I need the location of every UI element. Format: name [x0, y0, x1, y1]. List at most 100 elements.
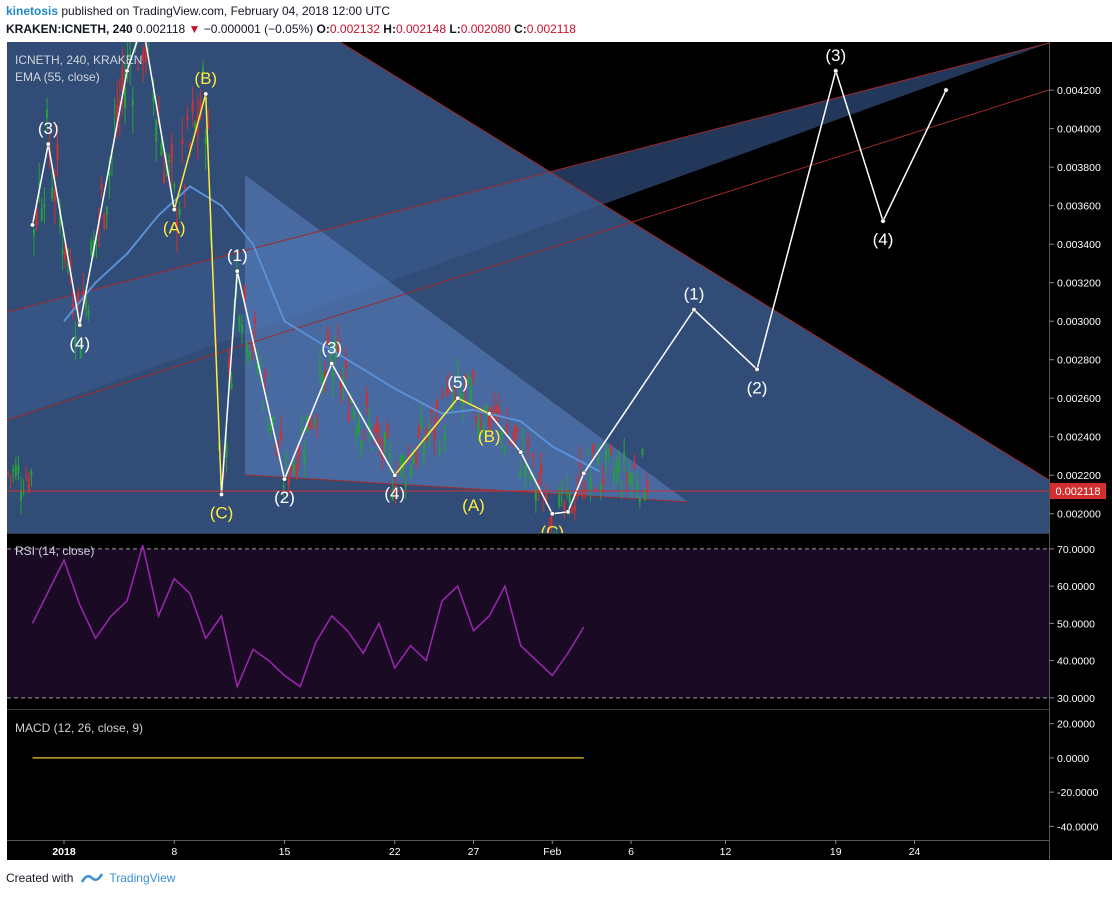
wave-label: (3): [321, 339, 342, 358]
candle-body: [542, 509, 545, 511]
candle-body: [547, 528, 550, 531]
candle-body: [186, 115, 189, 121]
macd-y-axis[interactable]: 20.0000 0.0000 -20.0000 -40.0000: [1049, 719, 1099, 834]
wave-point: [282, 476, 287, 482]
candle-body: [386, 424, 389, 438]
price-change: −0.000001 (−0.05%): [203, 22, 314, 36]
candle-body: [334, 341, 337, 359]
rsi-axis-label: 30.0000: [1057, 693, 1095, 705]
candle-body: [14, 465, 17, 477]
candle-body: [225, 443, 228, 458]
candle-body: [230, 382, 233, 389]
candle-body: [433, 427, 436, 440]
low-label: L:: [449, 22, 461, 36]
candle-body: [241, 324, 243, 333]
candle-body: [100, 183, 103, 190]
candle-body: [399, 456, 402, 466]
candle-body: [625, 477, 628, 479]
x-axis-label: 22: [389, 846, 401, 858]
candle-body: [495, 405, 498, 411]
chart-title: ICNETH, 240, KRAKEN: [15, 53, 142, 67]
low-value: 0.002080: [460, 22, 511, 36]
candle-body: [508, 442, 511, 444]
wave-segment: [331, 363, 396, 476]
candle-body: [358, 421, 360, 433]
candle-body: [313, 419, 316, 421]
price-axis-label: 0.004000: [1057, 124, 1101, 136]
candle-body: [303, 451, 306, 465]
rsi-panel[interactable]: RSI (14, close): [7, 534, 1049, 709]
channel-lower-trendline: [7, 89, 1049, 421]
price-y-axis[interactable]: 0.002000 0.002200 0.002400 0.002600 0.002800…: [1049, 85, 1101, 521]
candle-body: [373, 427, 376, 432]
candle-body: [189, 143, 191, 147]
author-name[interactable]: kinetosis: [6, 4, 59, 18]
candle-body: [319, 364, 321, 372]
price-axis-label: 0.003800: [1057, 162, 1101, 174]
x-axis-label: 6: [628, 846, 634, 858]
candle-body: [56, 144, 59, 161]
candle-body: [293, 462, 295, 473]
candle-body: [407, 455, 410, 457]
x-axis-label: 2018: [52, 846, 76, 858]
candle-body: [33, 229, 35, 236]
candle-body: [456, 372, 459, 376]
candle-body: [365, 392, 368, 407]
macd-axis-label: 0.0000: [1057, 753, 1089, 765]
x-axis-label: 27: [468, 846, 480, 858]
ema-line: [63, 185, 600, 473]
candle-body: [501, 427, 503, 436]
wave-segment: [394, 397, 459, 476]
tradingview-link[interactable]: TradingView: [81, 871, 175, 885]
candle-body: [529, 473, 532, 481]
candle-body: [623, 452, 626, 461]
candle-body: [300, 429, 303, 433]
candle-body: [298, 445, 301, 458]
candle-body: [59, 207, 61, 227]
x-axis-label: 12: [720, 846, 732, 858]
candle-body: [576, 487, 579, 497]
candle-body: [441, 394, 444, 397]
tradingview-brand: TradingView: [109, 871, 176, 885]
wave-segment: [220, 271, 238, 495]
candle-body: [443, 434, 446, 441]
candle-body: [217, 449, 220, 451]
candle-body: [264, 372, 267, 379]
wave-segment: [567, 473, 585, 513]
high-value: 0.002148: [395, 22, 447, 36]
candle-body: [285, 456, 288, 459]
candle-body: [628, 473, 631, 483]
wave-point: [754, 366, 760, 372]
candle-body: [417, 426, 420, 438]
macd-panel[interactable]: MACD (12, 26, close, 9): [7, 710, 1049, 860]
wave-point: [581, 470, 587, 476]
candle-body: [316, 425, 319, 427]
candle-body: [121, 67, 124, 92]
time-x-axis[interactable]: 2018 8 15 22 27 Feb 6 12 19 24: [52, 840, 920, 858]
price-axis-label: 0.003400: [1057, 239, 1101, 251]
candle-body: [176, 221, 178, 231]
candle-body: [155, 119, 158, 142]
price-panel[interactable]: (3)(4)(B)(A)(1)(C)(2)(3)(4)(5)(B)(A)(C)(…: [7, 0, 1049, 546]
candle-body: [77, 291, 80, 305]
candle-body: [527, 438, 529, 447]
candle-body: [168, 159, 171, 161]
channel-upper-trendline: [7, 42, 1049, 313]
candle-body: [599, 483, 602, 492]
candle-body: [337, 338, 340, 355]
wave-label: (3): [38, 119, 59, 138]
wave-segment: [583, 309, 695, 474]
last-price: 0.002118: [136, 22, 186, 36]
candle-body: [246, 344, 249, 357]
wave-segment: [693, 309, 758, 370]
candle-body: [412, 457, 415, 464]
candle-body: [532, 454, 535, 458]
candle-body: [199, 101, 202, 119]
candle-body: [144, 42, 147, 63]
candle-body: [87, 309, 90, 316]
rsi-y-axis[interactable]: 70.0000 60.0000 50.0000 40.0000 30.0000: [1049, 544, 1095, 705]
candle-body: [40, 208, 43, 221]
wave-label: (3): [825, 46, 846, 65]
candle-body: [64, 242, 67, 260]
